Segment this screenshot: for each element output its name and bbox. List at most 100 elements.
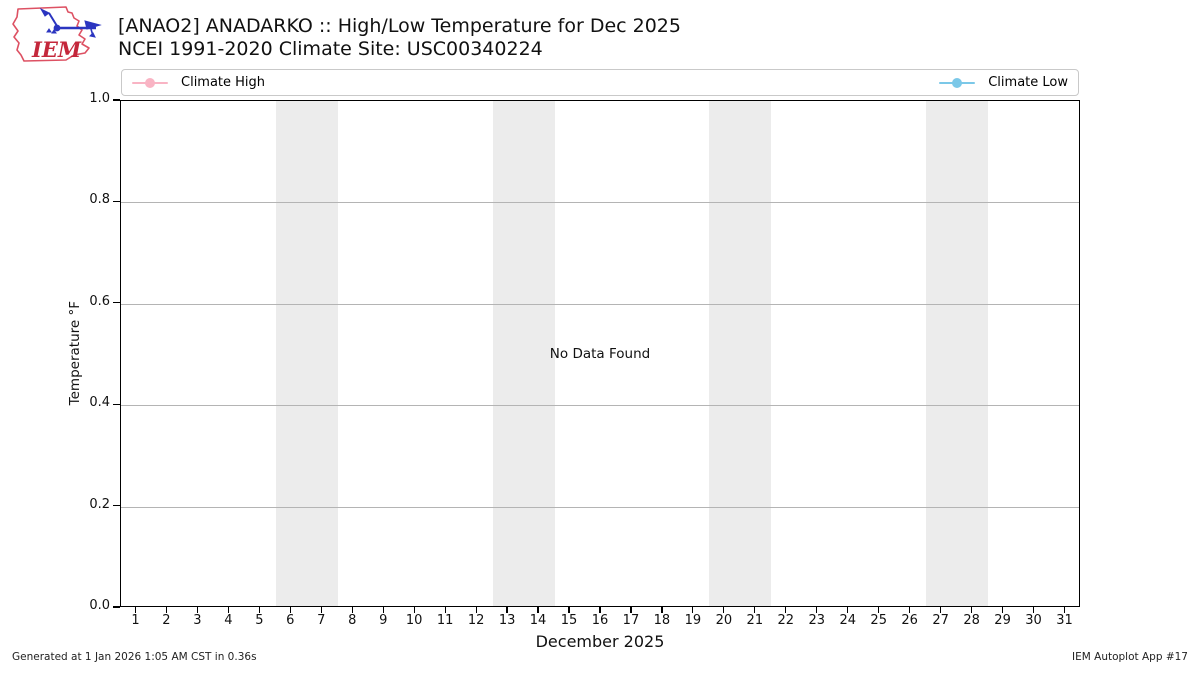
x-tick-mark [382,607,384,613]
y-tick-mark [113,302,120,304]
x-tick-label: 31 [1056,613,1073,628]
x-tick-mark [258,607,260,613]
x-tick-label: 8 [348,613,357,628]
x-tick-label: 21 [746,613,764,628]
y-tick-label: 0.8 [89,192,110,208]
legend-label-climate-high: Climate High [181,75,266,90]
weekend-shade-band [492,101,555,606]
x-tick-mark [506,607,508,613]
no-data-message: No Data Found [549,345,651,362]
x-tick-label: 17 [622,613,640,628]
y-tick-label: 0.6 [89,293,110,309]
y-gridline [121,405,1079,407]
x-tick-label: 19 [684,613,702,628]
y-tick-mark [113,606,120,608]
x-tick-mark [165,607,168,613]
x-tick-label: 20 [715,613,733,628]
x-tick-mark [537,607,539,613]
x-tick-mark [444,607,446,613]
x-tick-label: 9 [379,613,388,628]
footer-app-id: IEM Autoplot App #17 [1072,651,1188,663]
x-tick-label: 2 [162,613,171,628]
x-tick-label: 26 [901,613,918,628]
x-tick-label: 4 [224,613,233,628]
y-tick-label: 0.2 [89,496,110,512]
y-gridline [121,506,1079,508]
x-tick-mark [568,607,570,613]
x-tick-mark [754,607,756,613]
y-tick-mark [113,505,120,507]
y-gridline [121,303,1079,305]
footer-generated-at: Generated at 1 Jan 2026 1:05 AM CST in 0… [12,651,257,663]
x-axis-label: December 2025 [535,632,665,651]
x-tick-mark [289,607,291,613]
chart-title: [ANAO2] ANADARKO :: High/Low Temperature… [118,15,681,37]
x-tick-label: 12 [467,613,485,628]
y-gridline [121,202,1079,204]
logo-text: IEM [31,37,82,62]
x-tick-mark [692,607,694,613]
x-tick-label: 5 [255,613,264,628]
x-tick-label: 7 [317,613,326,628]
x-tick-mark [475,607,477,613]
x-tick-label: 24 [839,613,856,628]
x-tick-label: 16 [591,613,609,628]
weekend-shade-band [926,101,989,606]
x-tick-label: 23 [808,613,826,628]
x-tick-mark [1063,607,1066,613]
x-tick-mark [878,607,880,613]
x-tick-mark [909,607,911,613]
x-tick-mark [940,607,942,613]
y-tick-label: 1.0 [89,91,110,106]
x-tick-label: 1 [131,613,140,628]
x-tick-label: 29 [994,613,1011,628]
x-tick-label: 15 [560,613,578,628]
x-tick-mark [227,607,229,613]
x-tick-label: 13 [498,613,516,628]
y-axis-label: Temperature °F [67,301,83,406]
x-tick-mark [196,607,198,613]
x-tick-label: 22 [777,613,795,628]
x-tick-mark [971,607,973,613]
x-tick-label: 11 [436,613,454,628]
weekend-shade-band [709,101,772,606]
x-tick-label: 18 [653,613,671,628]
line-dot-marker-icon [132,77,168,89]
x-tick-mark [661,607,663,613]
y-tick-mark [113,99,120,101]
x-tick-mark [320,607,322,613]
x-tick-label: 25 [870,613,887,628]
x-tick-mark [134,607,137,613]
weather-vane-icon [39,7,102,38]
y-tick-label: 0.4 [89,395,110,411]
line-dot-marker-icon [939,77,976,89]
x-tick-label: 10 [405,613,423,628]
legend-item-climate-low: Climate Low [939,75,1068,90]
x-tick-label: 14 [529,613,547,628]
x-tick-mark [1001,607,1004,613]
x-tick-label: 3 [193,613,202,628]
y-tick-label: 0.0 [89,598,110,613]
x-tick-mark [413,607,415,613]
y-tick-mark [113,403,120,405]
x-tick-mark [630,607,632,613]
weekend-shade-band [275,101,338,606]
x-tick-mark [599,607,601,613]
x-tick-mark [351,607,353,613]
legend: Climate High Climate Low [121,69,1079,96]
chart-subtitle: NCEI 1991-2020 Climate Site: USC00340224 [118,38,543,60]
x-tick-mark [785,607,787,613]
x-tick-mark [816,607,818,613]
x-tick-mark [847,607,849,613]
y-tick-mark [113,200,120,202]
x-tick-mark [1032,607,1035,613]
title-block: [ANAO2] ANADARKO :: High/Low Temperature… [118,15,681,61]
legend-label-climate-low: Climate Low [988,75,1068,90]
legend-item-climate-high: Climate High [132,75,265,90]
plot-area: No Data Found [120,100,1080,607]
x-tick-label: 27 [932,613,949,628]
iem-logo: IEM [12,6,102,62]
x-tick-mark [723,607,725,613]
iowa-outline-icon [12,6,90,62]
